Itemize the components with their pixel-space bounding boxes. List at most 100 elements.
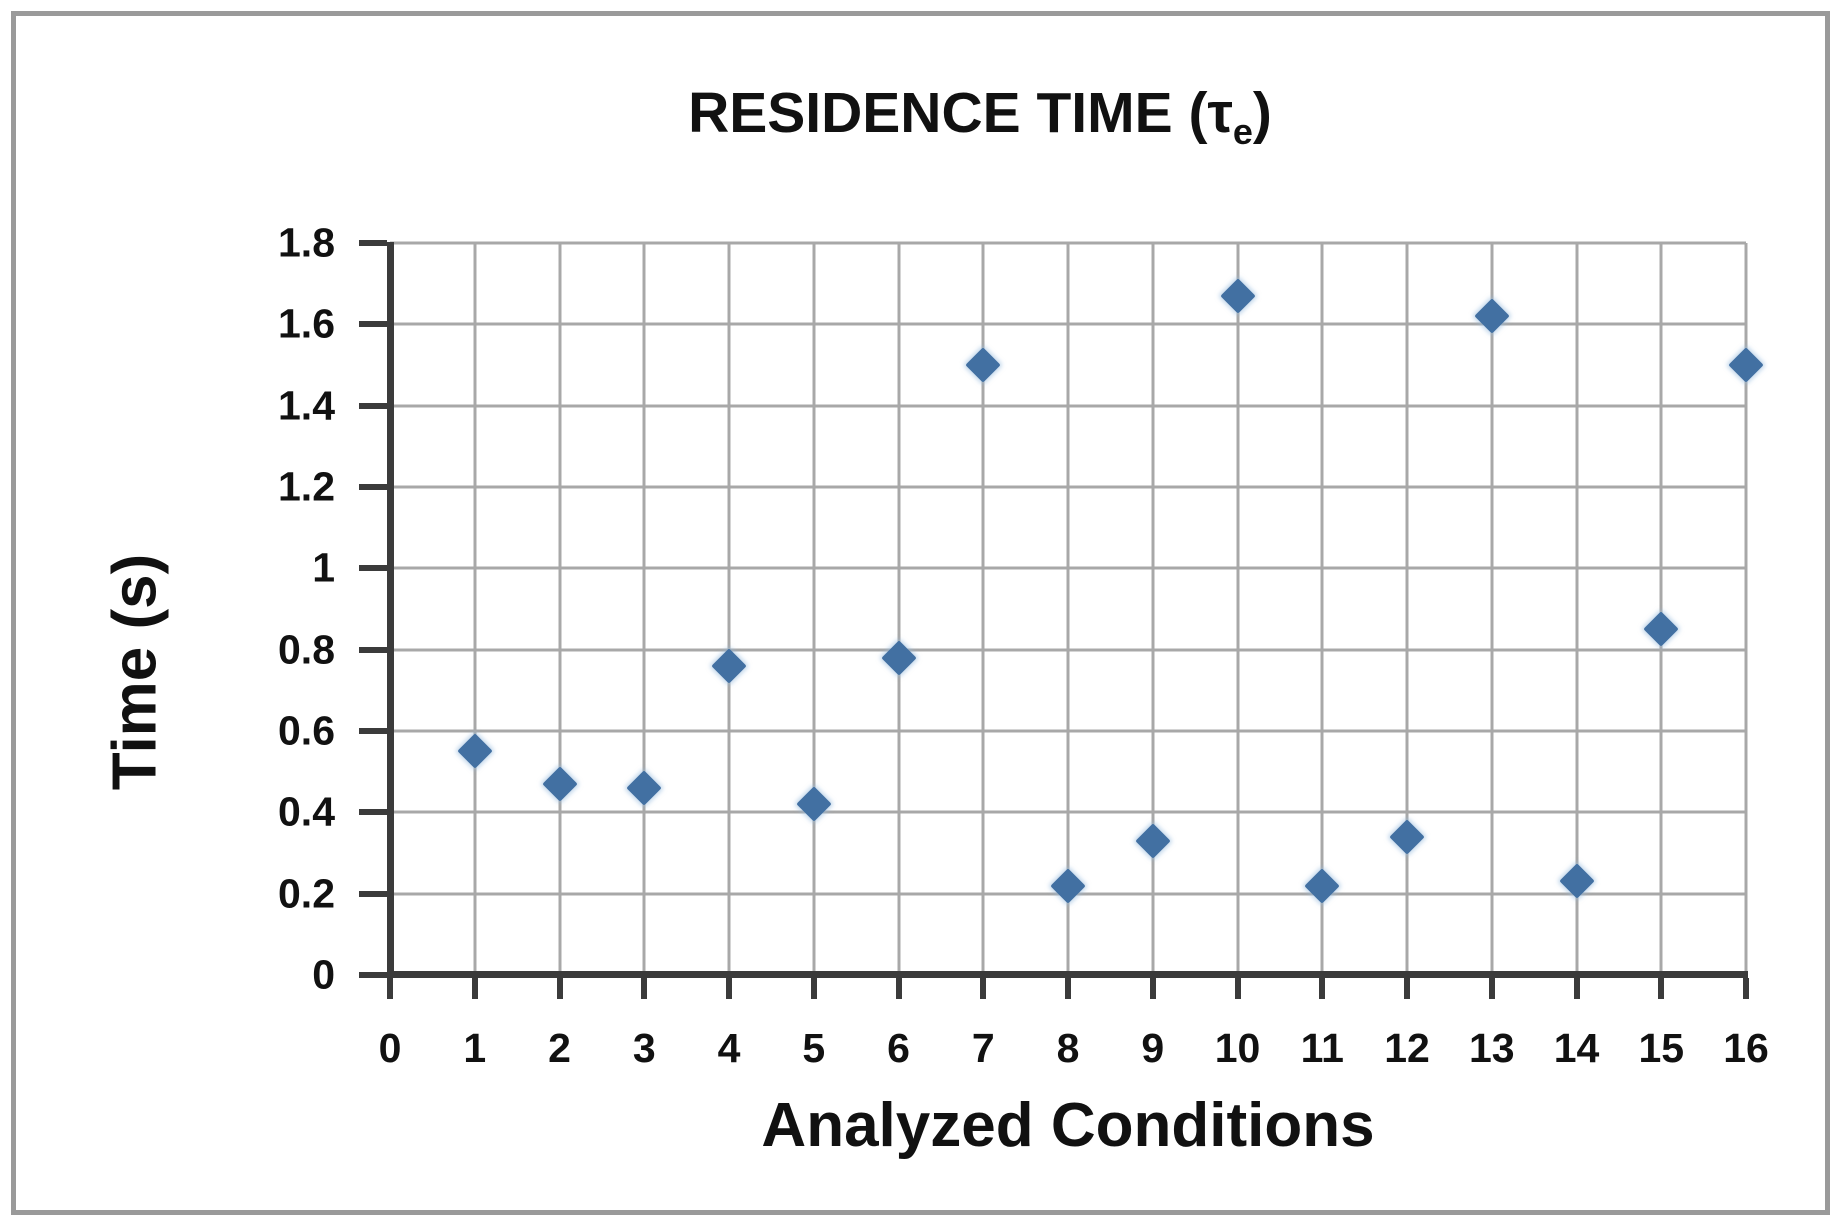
gridline-vertical [727, 243, 731, 975]
data-point [1389, 819, 1425, 855]
x-axis-tick [1065, 978, 1071, 999]
data-point [541, 766, 578, 802]
data-point [796, 786, 832, 822]
y-axis-tick [359, 890, 387, 897]
x-tick-label: 4 [717, 1025, 741, 1071]
x-axis-tick [895, 978, 902, 999]
gridline-horizontal [390, 648, 1746, 652]
gridline-vertical [1575, 243, 1578, 975]
x-axis-tick [1319, 978, 1326, 999]
x-axis-tick [641, 978, 648, 999]
y-tick-label: 0.8 [278, 626, 335, 673]
y-axis-tick [359, 240, 387, 246]
chart-title-subscript: e [1232, 111, 1253, 152]
gridline-vertical [812, 243, 816, 975]
gridline-vertical [1236, 243, 1239, 975]
gridline-vertical [642, 243, 646, 975]
y-axis-tick [359, 646, 387, 653]
y-tick-label: 1.6 [278, 300, 335, 347]
x-axis-tick [726, 978, 732, 999]
x-tick-label: 5 [802, 1025, 826, 1071]
x-axis-tick [1234, 978, 1241, 999]
x-axis-tick [810, 978, 817, 999]
data-point [1643, 611, 1679, 648]
data-point [965, 347, 1001, 383]
y-tick-label: 0 [312, 951, 335, 998]
x-tick-label: 1 [463, 1025, 487, 1071]
chart-title: RESIDENCE TIME (τe) [380, 80, 1580, 152]
x-axis-tick [1149, 978, 1156, 999]
x-axis-tick [1743, 978, 1749, 999]
x-tick-label: 3 [632, 1025, 656, 1071]
data-point [1050, 867, 1086, 904]
x-axis-tick [1404, 978, 1410, 999]
gridline-vertical [1151, 243, 1155, 975]
gridline-horizontal [390, 810, 1746, 814]
x-tick-label: 13 [1468, 1025, 1515, 1071]
data-point [1304, 867, 1340, 904]
y-tick-label: 1.2 [278, 463, 335, 510]
y-axis-tick [359, 972, 387, 978]
x-tick-label: 0 [378, 1025, 402, 1071]
y-tick-label: 1 [312, 544, 335, 591]
x-tick-label: 2 [548, 1025, 571, 1071]
x-tick-label: 15 [1638, 1025, 1685, 1071]
data-point [880, 640, 917, 676]
chart-title-main: RESIDENCE TIME (τ [688, 81, 1233, 145]
gridline-vertical [1405, 243, 1409, 975]
data-point [1474, 298, 1510, 334]
x-axis-tick [1573, 978, 1580, 999]
data-point [711, 648, 747, 684]
x-axis-title: Analyzed Conditions [761, 1091, 1375, 1160]
y-tick-label: 0.6 [278, 707, 335, 754]
gridline-vertical [1659, 243, 1663, 975]
gridline-horizontal [390, 566, 1746, 570]
x-tick-label: 16 [1723, 1025, 1769, 1071]
x-tick-label: 11 [1300, 1025, 1344, 1071]
x-axis-tick [980, 978, 987, 999]
gridline-vertical [1320, 243, 1324, 975]
gridline-vertical [558, 243, 561, 975]
gridline-vertical [1490, 243, 1494, 975]
y-axis-line [387, 242, 394, 978]
data-point [457, 733, 493, 770]
x-tick-label: 6 [887, 1025, 910, 1071]
data-point [1135, 823, 1171, 859]
y-axis-tick [359, 809, 387, 816]
x-axis-line [387, 971, 1748, 978]
gridline-vertical [1066, 243, 1070, 975]
y-tick-label: 1.8 [278, 219, 335, 266]
y-axis-tick [359, 321, 387, 328]
y-tick-label: 1.4 [278, 382, 335, 429]
gridline-vertical [897, 243, 900, 975]
plot-area: 0 1 2 3 4 5 6 7 8 9 10 11 12 13 14 15 16 0 0.2 0.4 0.6 0.8 1 1.… [278, 222, 1769, 1069]
x-tick-label: 8 [1056, 1025, 1080, 1071]
gridline-vertical [473, 243, 477, 975]
gridline-vertical [981, 243, 985, 975]
data-point [626, 770, 662, 806]
data-point [1219, 278, 1256, 314]
x-axis-tick [1488, 978, 1495, 999]
y-tick-label: 0.4 [278, 788, 335, 835]
gridline-horizontal [390, 485, 1746, 489]
chart-frame-border [11, 11, 1830, 1215]
y-axis-tick [359, 402, 387, 409]
x-axis-tick [556, 978, 563, 999]
y-tick-label: 0.2 [278, 870, 335, 917]
y-axis-tick [359, 565, 387, 572]
y-axis-title: Time (s) [100, 553, 170, 791]
x-tick-label: 12 [1384, 1025, 1430, 1071]
y-axis-tick [359, 728, 387, 734]
gridline-vertical [1744, 243, 1748, 975]
gridline-horizontal [390, 241, 1746, 245]
x-tick-label: 9 [1141, 1025, 1165, 1071]
gridline-horizontal [390, 404, 1746, 408]
chart-title-close: ) [1252, 81, 1272, 145]
x-axis-tick [1658, 978, 1665, 999]
x-tick-label: 7 [971, 1025, 995, 1071]
x-axis-tick [471, 978, 478, 999]
y-axis-tick [359, 484, 387, 490]
x-tick-label: 10 [1214, 1025, 1261, 1071]
x-tick-label: 14 [1553, 1025, 1600, 1071]
